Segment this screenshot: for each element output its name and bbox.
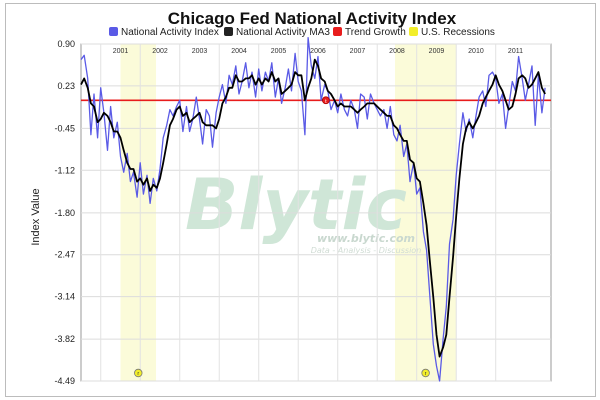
- y-tick-label: -1.12: [54, 165, 75, 175]
- chart-frame: Chicago Fed National Activity Index Nati…: [5, 3, 596, 397]
- recession-marker-1[interactable]: [134, 368, 143, 378]
- legend-item-activity[interactable]: National Activity Index: [109, 27, 219, 38]
- legend-label-activity: National Activity Index: [121, 27, 219, 38]
- y-tick-label: -3.14: [54, 292, 75, 302]
- x-tick-label: 2011: [508, 48, 523, 55]
- recession-marker-glyph: r: [137, 371, 139, 377]
- x-tick-label: 2008: [389, 48, 405, 55]
- y-tick-label: -2.47: [54, 250, 75, 260]
- trend-marker-glyph: t: [325, 99, 327, 105]
- x-tick-label: 2004: [231, 48, 247, 55]
- x-tick-label: 2010: [468, 48, 484, 55]
- legend-swatch-ma3: [224, 27, 233, 36]
- legend-swatch-recessions: [409, 27, 418, 36]
- chart-svg: Chicago Fed National Activity Index Nati…: [30, 9, 552, 386]
- legend-item-recessions[interactable]: U.S. Recessions: [409, 27, 495, 38]
- trend-marker[interactable]: [321, 96, 330, 105]
- watermark-tagline: Data - Analysis - Discussion: [311, 246, 422, 255]
- y-tick-label: -4.49: [54, 376, 75, 386]
- legend-item-ma3[interactable]: National Activity MA3: [224, 27, 330, 38]
- chart-title: Chicago Fed National Activity Index: [168, 9, 457, 28]
- recession-marker-glyph: r: [425, 371, 427, 377]
- legend-label-recessions: U.S. Recessions: [421, 27, 495, 38]
- y-tick-label: -0.45: [54, 123, 75, 133]
- legend-label-ma3: National Activity MA3: [236, 27, 330, 38]
- recession-marker-2[interactable]: [421, 368, 430, 378]
- legend-label-trend: Trend Growth: [345, 27, 406, 38]
- x-tick-label: 2009: [429, 48, 445, 55]
- legend-item-trend[interactable]: Trend Growth: [333, 27, 406, 38]
- legend: National Activity Index National Activit…: [109, 27, 495, 38]
- legend-swatch-trend: [333, 27, 342, 36]
- watermark-brand: Blytic: [185, 164, 407, 246]
- y-tick-label: -1.80: [54, 208, 75, 218]
- x-tick-label: 2001: [113, 48, 129, 55]
- y-tick-label: 0.23: [57, 81, 75, 91]
- x-tick-label: 2005: [271, 48, 287, 55]
- y-tick-label: 0.90: [57, 39, 75, 49]
- y-axis-label: Index Value: [30, 188, 42, 245]
- series-line-ma3: [80, 58, 546, 358]
- legend-swatch-activity: [109, 27, 118, 36]
- watermark-url: www.blytic.com: [317, 232, 415, 245]
- x-tick-label: 2006: [310, 48, 326, 55]
- x-tick-label: 2002: [152, 48, 168, 55]
- y-tick-label: -3.82: [54, 334, 75, 344]
- x-tick-label: 2007: [350, 48, 366, 55]
- x-tick-label: 2003: [192, 48, 208, 55]
